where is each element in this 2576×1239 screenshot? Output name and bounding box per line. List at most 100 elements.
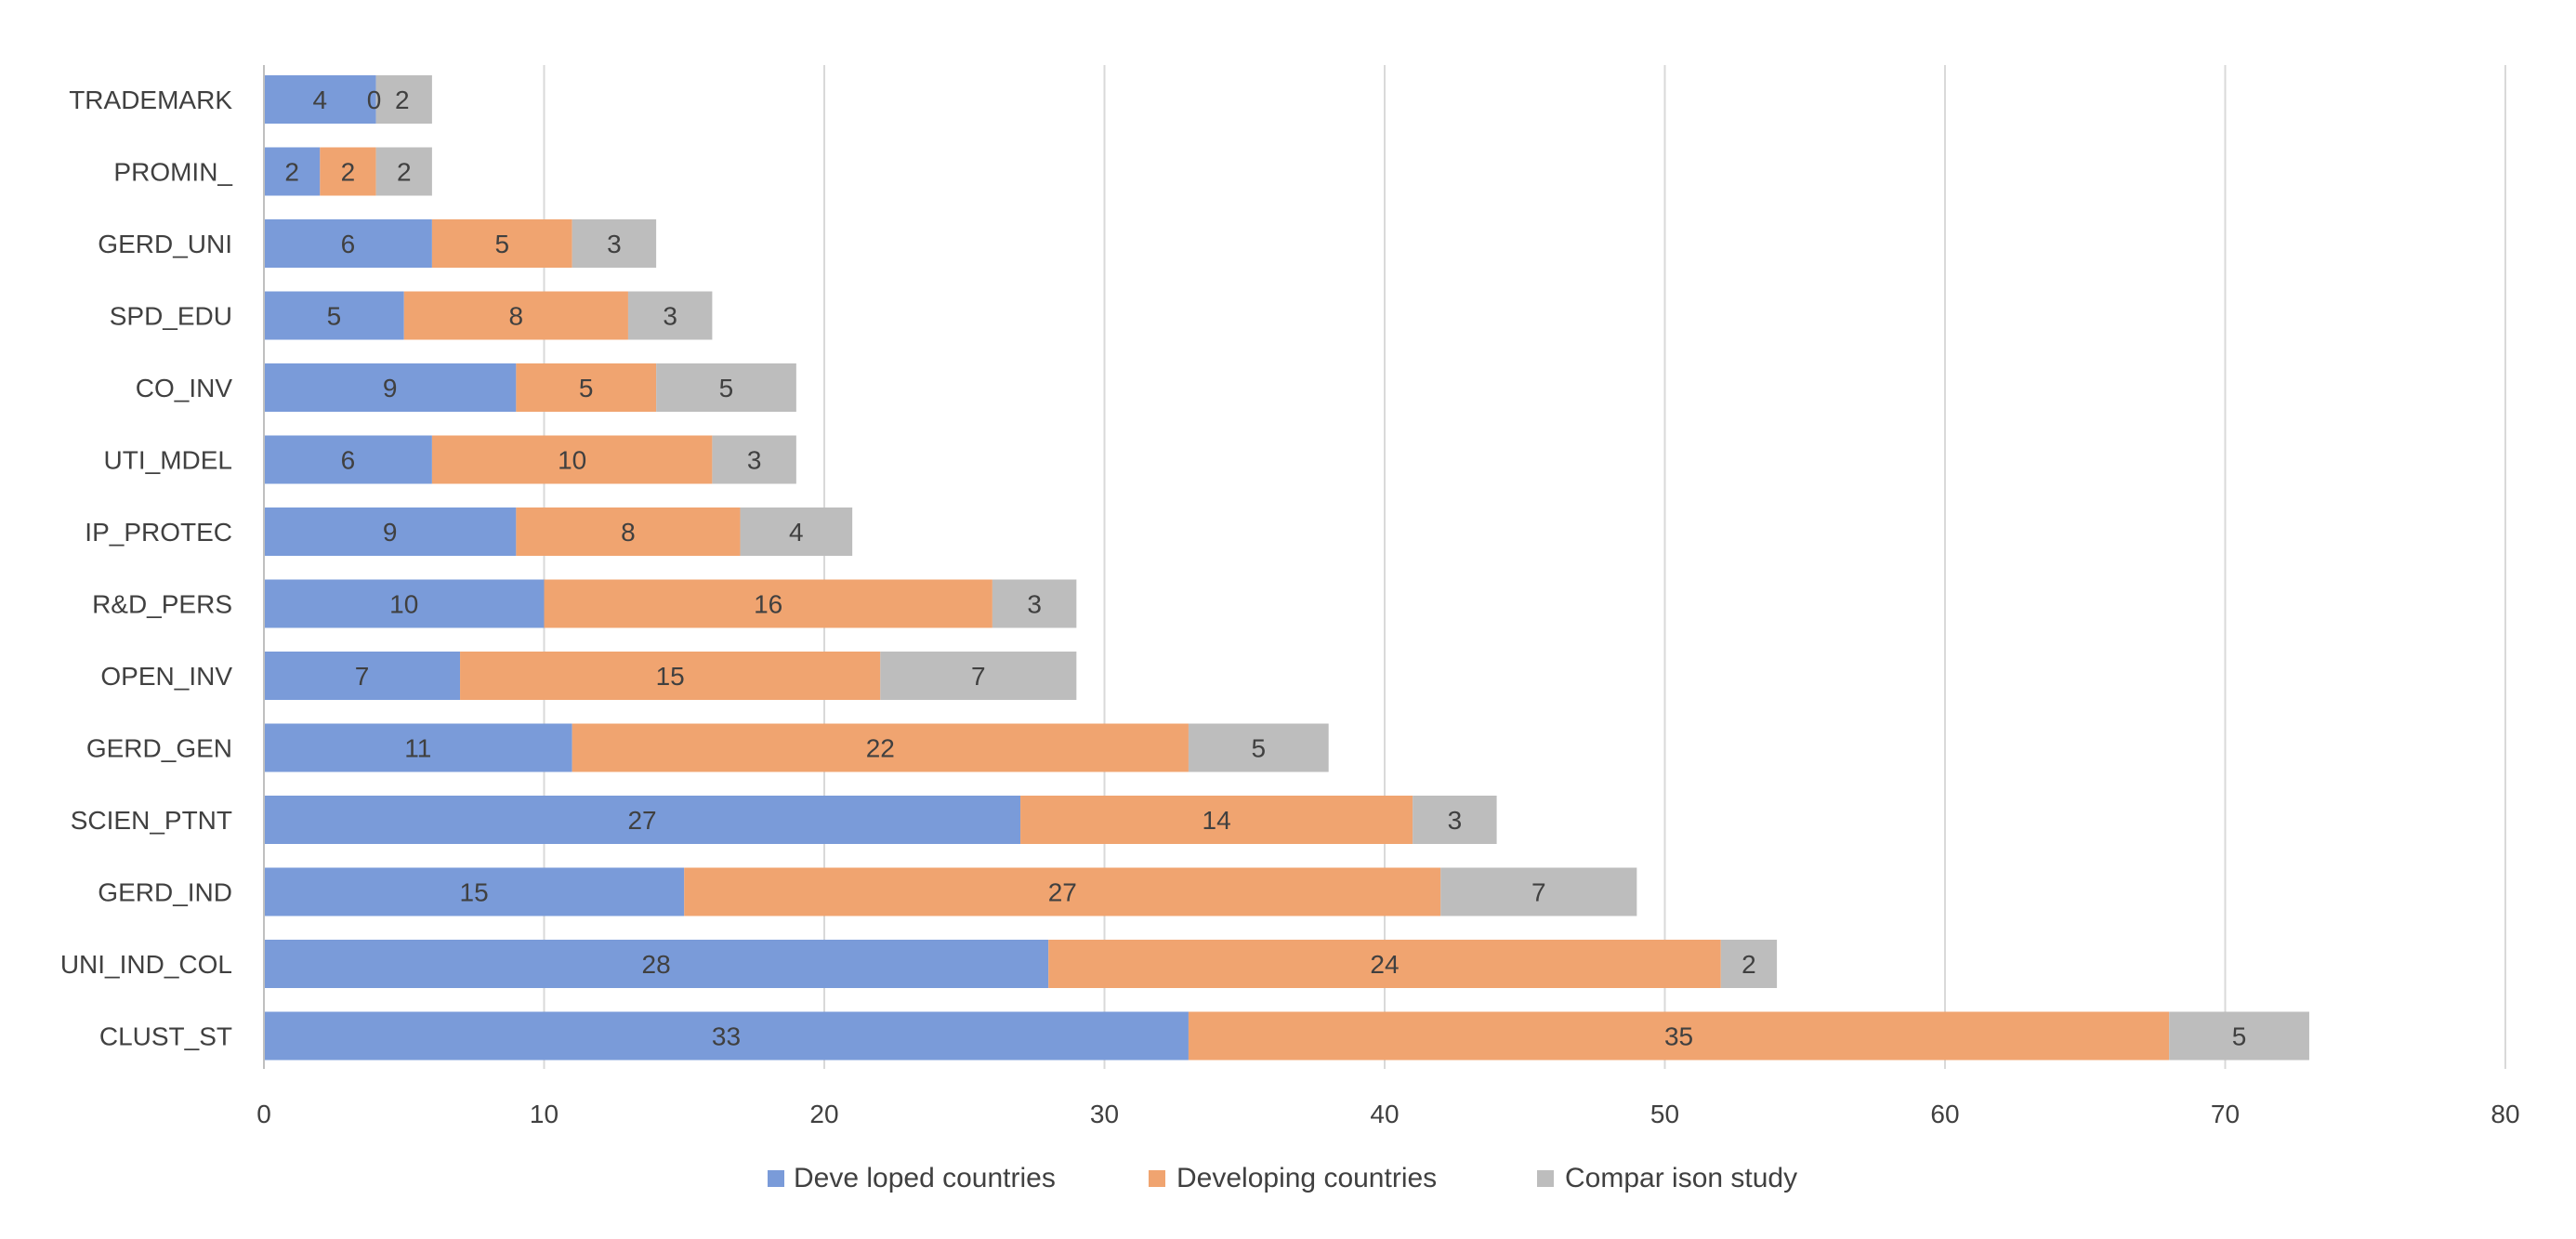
bar-segment xyxy=(264,291,404,340)
legend-swatch xyxy=(1149,1170,1165,1187)
data-label: 10 xyxy=(558,446,586,475)
data-label: 6 xyxy=(341,446,356,475)
data-label: 16 xyxy=(754,590,782,619)
legend-swatch xyxy=(768,1170,784,1187)
data-label: 5 xyxy=(327,302,342,331)
bar-segment xyxy=(403,291,628,340)
data-label: 3 xyxy=(1027,590,1042,619)
data-label: 27 xyxy=(627,806,656,835)
data-label: 15 xyxy=(656,662,685,691)
category-label: SPD_EDU xyxy=(110,302,232,331)
bar-segment xyxy=(1188,1011,2170,1061)
bar-segment xyxy=(740,507,853,556)
bar-segment xyxy=(1413,796,1497,844)
data-label: 8 xyxy=(621,518,636,547)
bar-segment xyxy=(516,507,741,556)
bar-segment xyxy=(1048,940,1721,988)
bar-segment xyxy=(264,435,432,484)
category-label: GERD_GEN xyxy=(86,734,232,763)
legend-label: Developing countries xyxy=(1176,1163,1437,1193)
bar-segment xyxy=(375,147,432,196)
data-label: 28 xyxy=(642,950,671,979)
data-label: 15 xyxy=(460,878,489,907)
data-label: 9 xyxy=(383,374,398,402)
data-label: 0 xyxy=(367,86,382,114)
data-label: 27 xyxy=(1048,878,1077,907)
bar-segment xyxy=(1188,723,1329,772)
data-label: 2 xyxy=(284,158,299,187)
data-label: 3 xyxy=(663,302,677,331)
bar-segment xyxy=(1440,867,1637,916)
bar-segment xyxy=(992,579,1077,628)
category-label: IP_PROTEC xyxy=(85,518,232,547)
category-label: GERD_IND xyxy=(98,878,232,907)
data-label: 2 xyxy=(341,158,356,187)
bar-segment xyxy=(1020,796,1413,844)
bar-segment xyxy=(320,147,376,196)
legend: Deve loped countries Developing countries… xyxy=(768,1163,1797,1193)
data-label: 5 xyxy=(1252,734,1267,763)
bar-segment xyxy=(572,723,1189,772)
gridlines xyxy=(543,65,2506,1069)
x-tick-label: 80 xyxy=(2491,1100,2519,1128)
bar-segment xyxy=(375,75,432,124)
data-label: 35 xyxy=(1664,1022,1693,1051)
x-tick-label: 60 xyxy=(1930,1100,1959,1128)
legend-label: Deve loped countries xyxy=(794,1163,1056,1193)
data-label: 2 xyxy=(397,158,412,187)
bar-segment xyxy=(264,75,376,124)
bar-segment xyxy=(264,652,461,700)
data-label: 33 xyxy=(712,1022,741,1051)
bar-segment xyxy=(431,219,572,268)
data-label: 5 xyxy=(579,374,594,402)
x-tick-label: 70 xyxy=(2211,1100,2240,1128)
data-label: 2 xyxy=(395,86,410,114)
data-label: 4 xyxy=(313,86,328,114)
category-label: CO_INV xyxy=(136,374,233,402)
data-label: 3 xyxy=(747,446,762,475)
bar-segment xyxy=(460,652,881,700)
category-label: PROMIN_ xyxy=(113,158,232,187)
axes: 0 10 20 30 40 50 60 70 80TRADEMARKPROMIN_GERD_UN… xyxy=(60,65,2520,1128)
data-label: 7 xyxy=(1531,878,1546,907)
bar-segment xyxy=(431,435,713,484)
category-label: GERD_UNI xyxy=(98,230,232,258)
data-label: 11 xyxy=(404,734,431,763)
data-label: 8 xyxy=(509,302,524,331)
bar-segment xyxy=(2169,1011,2309,1061)
data-label: 10 xyxy=(389,590,418,619)
bar-segment xyxy=(1720,940,1778,988)
bar-segment xyxy=(544,579,992,628)
data-label: 14 xyxy=(1203,806,1231,835)
data-label: 5 xyxy=(2232,1022,2247,1051)
data-label: 5 xyxy=(494,230,509,258)
x-tick-label: 10 xyxy=(530,1100,559,1128)
bar-segment xyxy=(264,1011,1189,1061)
bar-segment xyxy=(264,940,1049,988)
bar-segment xyxy=(572,219,657,268)
legend-label: Compar ison study xyxy=(1565,1163,1797,1193)
data-label: 3 xyxy=(607,230,622,258)
bar-segment xyxy=(264,147,321,196)
data-label: 4 xyxy=(789,518,804,547)
data-label: 9 xyxy=(383,518,398,547)
data-label: 7 xyxy=(971,662,986,691)
bar-segment xyxy=(880,652,1077,700)
data-label: 22 xyxy=(866,734,895,763)
bar-segment xyxy=(264,363,517,412)
bar-segment xyxy=(684,867,1441,916)
data-label: 2 xyxy=(1741,950,1756,979)
bar-segment xyxy=(264,867,685,916)
bar-segment xyxy=(264,219,432,268)
x-tick-label: 40 xyxy=(1370,1100,1399,1128)
category-label: CLUST_ST xyxy=(99,1022,232,1051)
category-label: UTI_MDEL xyxy=(104,446,232,475)
bar-segment xyxy=(712,435,796,484)
x-tick-label: 50 xyxy=(1650,1100,1679,1128)
category-label: SCIEN_PTNT xyxy=(71,806,232,835)
category-label: UNI_IND_COL xyxy=(60,950,232,979)
bar-segment xyxy=(264,796,1021,844)
data-labels: 4 0 22 2 26 5 35 8 39 5 56 10 39 8 410 16 37 15 711 22 527 14… xyxy=(284,86,2246,1051)
